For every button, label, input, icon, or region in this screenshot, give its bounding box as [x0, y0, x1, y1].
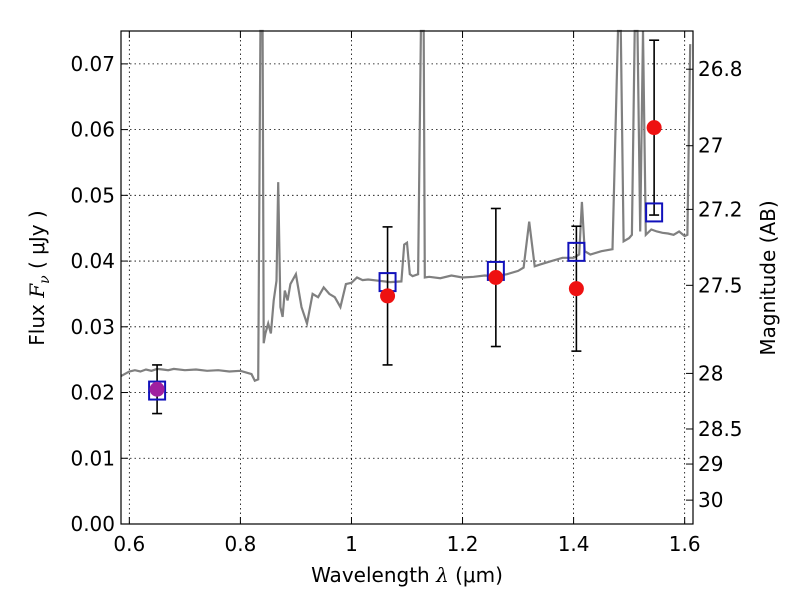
x-tick-label: 1.4: [558, 532, 590, 556]
spectrum-line: [120, 29, 692, 383]
y-tick-label: 0.05: [70, 183, 115, 207]
x-axis-label: Wavelength λ (μm): [311, 563, 503, 587]
y2-axis-label: Magnitude (AB): [756, 200, 780, 355]
y-tick-label: 0.06: [70, 118, 115, 142]
x-tick-label: 1.6: [669, 532, 701, 556]
y2-tick-label: 28.5: [698, 417, 743, 441]
y-axis-label: Flux Fν ( μJy ): [25, 210, 53, 345]
y-tick-label: 0.01: [70, 446, 115, 470]
spectrum-line-group: [120, 29, 692, 383]
y-tick-label: 0.02: [70, 381, 115, 405]
y2-tick-label: 30: [698, 488, 723, 512]
observed-point: [149, 381, 165, 397]
model-square: [645, 202, 664, 223]
observed-point: [646, 120, 662, 136]
observed-point: [380, 288, 396, 304]
x-tick-label: 0.8: [224, 532, 256, 556]
x-ticks: 0.6 0.8 1 1.2 1.4 1.6: [113, 31, 701, 556]
observed-point: [488, 270, 504, 285]
y2-ticks: 26.8 27 27.2 27.5 28 28.5 29 30: [686, 57, 743, 512]
grid-lines: [121, 31, 693, 525]
y2-tick-label: 27: [698, 134, 723, 158]
observed-point: [568, 281, 584, 297]
y-tick-label: 0.03: [70, 315, 115, 339]
y2-tick-label: 27.2: [698, 197, 743, 221]
model-square: [567, 241, 586, 262]
y-ticks: 0.00 0.01 0.02 0.03 0.04 0.05 0.06 0.07: [70, 52, 128, 536]
observed-points: [149, 120, 662, 397]
x-tick-label: 1: [345, 532, 358, 556]
y2-tick-label: 28: [698, 361, 723, 385]
y-tick-label: 0.04: [70, 249, 115, 273]
y2-tick-label: 26.8: [698, 57, 743, 81]
x-tick-label: 1.2: [447, 532, 479, 556]
plot-frame: [120, 30, 694, 525]
x-tick-label: 0.6: [113, 532, 145, 556]
model-square: [148, 380, 167, 401]
y2-tick-label: 29: [698, 452, 723, 476]
y2-tick-label: 27.5: [698, 273, 743, 297]
y-tick-label: 0.00: [70, 512, 115, 536]
y-tick-label: 0.07: [70, 52, 115, 76]
